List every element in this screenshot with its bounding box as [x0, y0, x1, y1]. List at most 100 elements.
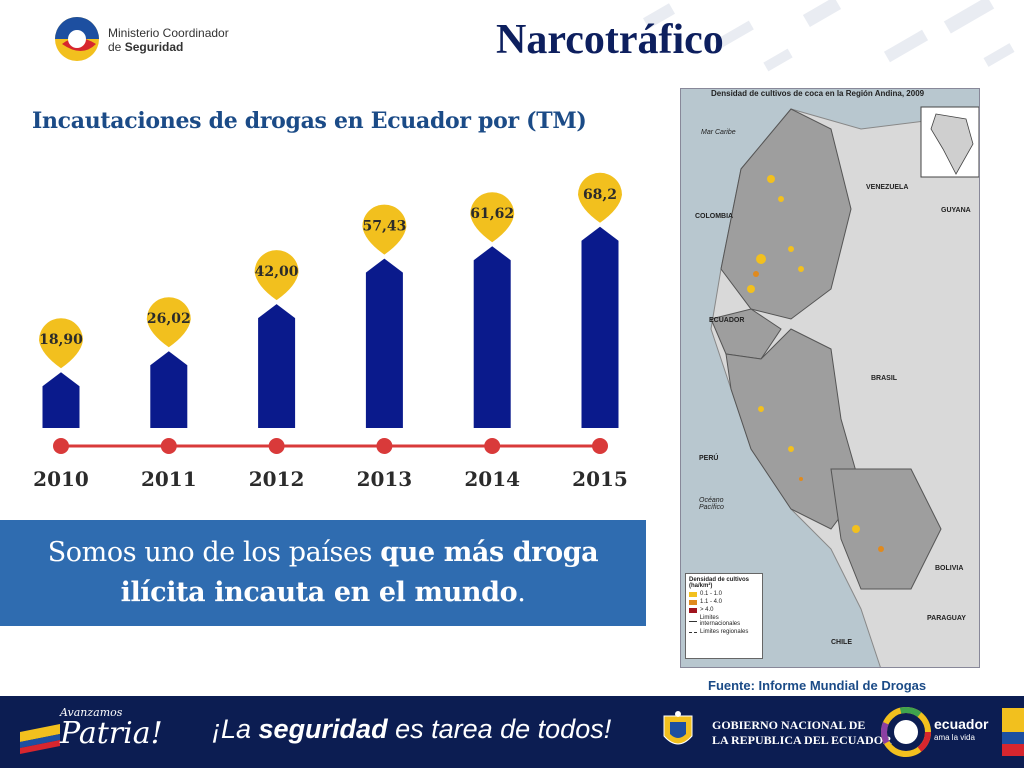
value-pin-shape	[470, 192, 515, 243]
logo-line-2-bold: Seguridad	[124, 40, 184, 54]
value-pin-2013: 57,43	[362, 204, 407, 255]
bar-2013	[365, 258, 403, 428]
logo-line-2-prefix: de	[108, 40, 125, 54]
map-label-chile: CHILE	[831, 639, 852, 646]
bars-group	[42, 226, 619, 428]
avanzamos-patria-logo: Avanzamos Patria!	[60, 706, 163, 749]
year-label-2014: 2014	[464, 467, 520, 491]
gob-line-1: GOBIERNO NACIONAL DE	[712, 718, 866, 732]
bar-2010	[42, 372, 80, 428]
timeline-dot-2013	[376, 438, 393, 454]
map-legend: Densidad de cultivos (ha/km²) 0.1 - 1.0 …	[685, 573, 763, 659]
value-label-2013: 57,43	[362, 219, 406, 235]
value-pin-shape	[39, 318, 83, 369]
value-label-2015: 68,2	[583, 187, 617, 203]
ecuador-brand: ecuador ama la vida	[934, 716, 989, 744]
value-pin-shape	[146, 297, 191, 348]
legend-row: Limites internacionales	[689, 615, 759, 627]
value-pins-group: 18,90 26,02 42,00 57,43 61,62 68,2	[39, 172, 622, 369]
value-pin-shape	[578, 172, 622, 223]
ministry-logo: Ministerio Coordinador de Seguridad	[52, 14, 252, 70]
government-name: GOBIERNO NACIONAL DE LA REPUBLICA DEL EC…	[712, 718, 892, 748]
banner-text-end: .	[517, 577, 526, 608]
legend-row: 1.1 - 4.0	[689, 599, 759, 605]
banner-text-bold-1: que más droga	[380, 537, 599, 568]
ministry-emblem-icon	[55, 17, 99, 61]
map-label-ecuador: ECUADOR	[709, 317, 745, 324]
legend-item: Limites regionales	[700, 629, 749, 635]
ecuador-flag-icon	[1002, 708, 1024, 756]
header-pattern	[643, 0, 1015, 72]
value-label-2014: 61,62	[470, 206, 514, 222]
flag-stripes-icon	[20, 724, 60, 754]
map-label-mar-caribe: Mar Caribe	[701, 129, 736, 136]
value-label-2011: 26,02	[147, 311, 191, 327]
footer-slogan: ¡La seguridad es tarea de todos!	[212, 714, 611, 745]
timeline-dot-2012	[268, 438, 285, 454]
avanzamos-big: Patria!	[60, 716, 163, 751]
value-pin-2010: 18,90	[39, 318, 83, 369]
legend-swatch	[689, 607, 697, 613]
map-label-venezuela: VENEZUELA	[866, 184, 909, 191]
banner-text: Somos uno de los países que más droga il…	[13, 533, 633, 613]
banner-text-bold-2: ilícita incauta en el mundo	[120, 577, 518, 608]
legend-item: Limites internacionales	[699, 615, 741, 627]
value-label-2012: 42,00	[255, 264, 299, 280]
andean-coca-map: Densidad de cultivos de coca en la Regió…	[680, 88, 980, 668]
ecuador-brand-name: ecuador	[934, 716, 989, 732]
bar-2011	[150, 351, 188, 428]
slogan-start: ¡La	[212, 714, 259, 744]
legend-row: 0.1 - 1.0	[689, 591, 759, 597]
ministry-name: Ministerio Coordinador de Seguridad	[108, 26, 229, 54]
value-label-2010: 18,90	[39, 332, 83, 348]
timeline-dots-group	[53, 438, 608, 454]
map-label-bolivia: BOLIVIA	[935, 565, 964, 572]
map-label-guyana: GUYANA	[941, 207, 971, 214]
year-label-2013: 2013	[357, 467, 413, 491]
source-note: Fuente: Informe Mundial de Drogas	[708, 678, 927, 693]
value-pin-2015: 68,2	[578, 172, 622, 223]
legend-swatch	[689, 599, 697, 605]
value-pin-2011: 26,02	[146, 297, 191, 348]
map-title: Densidad de cultivos de coca en la Regió…	[711, 89, 925, 98]
timeline-dot-2010	[53, 438, 69, 454]
slogan-bold: seguridad	[258, 714, 388, 744]
bar-2015	[581, 226, 619, 428]
banner-text-normal: Somos uno de los países	[47, 537, 381, 568]
footer-bar: Avanzamos Patria! ¡La seguridad es tarea…	[0, 696, 1024, 768]
map-drawing	[681, 89, 979, 667]
page-title: Narcotráfico	[496, 17, 724, 63]
year-label-2015: 2015	[572, 467, 628, 491]
legend-swatch	[689, 591, 697, 597]
legend-swatch	[689, 620, 697, 622]
legend-row: Limites regionales	[689, 629, 759, 635]
ecuador-ama-la-vida-icon	[881, 707, 931, 757]
value-pin-shape	[254, 250, 299, 301]
map-label-paraguay: PARAGUAY	[927, 615, 966, 622]
chart-title: Incautaciones de drogas en Ecuador por (…	[32, 108, 587, 134]
legend-swatch	[689, 631, 697, 633]
map-label-peru: PERÚ	[699, 455, 719, 462]
bar-2014	[473, 246, 511, 428]
map-label-colombia: COLOMBIA	[695, 213, 734, 220]
value-pin-2014: 61,62	[470, 192, 515, 243]
map-label-brasil: BRASIL	[871, 375, 898, 382]
timeline-dot-2015	[592, 438, 608, 454]
logo-line-1: Ministerio Coordinador	[108, 26, 229, 40]
value-pin-shape	[362, 204, 407, 255]
legend-item: > 4.0	[700, 607, 714, 613]
legend-item: 1.1 - 4.0	[700, 599, 723, 605]
legend-item: 0.1 - 1.0	[700, 591, 723, 597]
year-label-2012: 2012	[249, 467, 305, 491]
year-labels-group: 2010 2011 2012 2013 2014 2015	[33, 467, 628, 491]
highlight-banner: Somos uno de los países que más droga il…	[0, 520, 646, 626]
bar-2012	[258, 304, 296, 428]
timeline-dot-2014	[484, 438, 501, 454]
timeline-dot-2011	[160, 438, 177, 454]
slogan-end: es tarea de todos!	[387, 714, 612, 744]
map-label-oceano: Océano Pacífico	[699, 497, 724, 511]
ecuador-tagline: ama la vida	[934, 733, 975, 742]
legend-title: Densidad de cultivos (ha/km²)	[689, 577, 750, 589]
year-label-2010: 2010	[33, 467, 89, 491]
